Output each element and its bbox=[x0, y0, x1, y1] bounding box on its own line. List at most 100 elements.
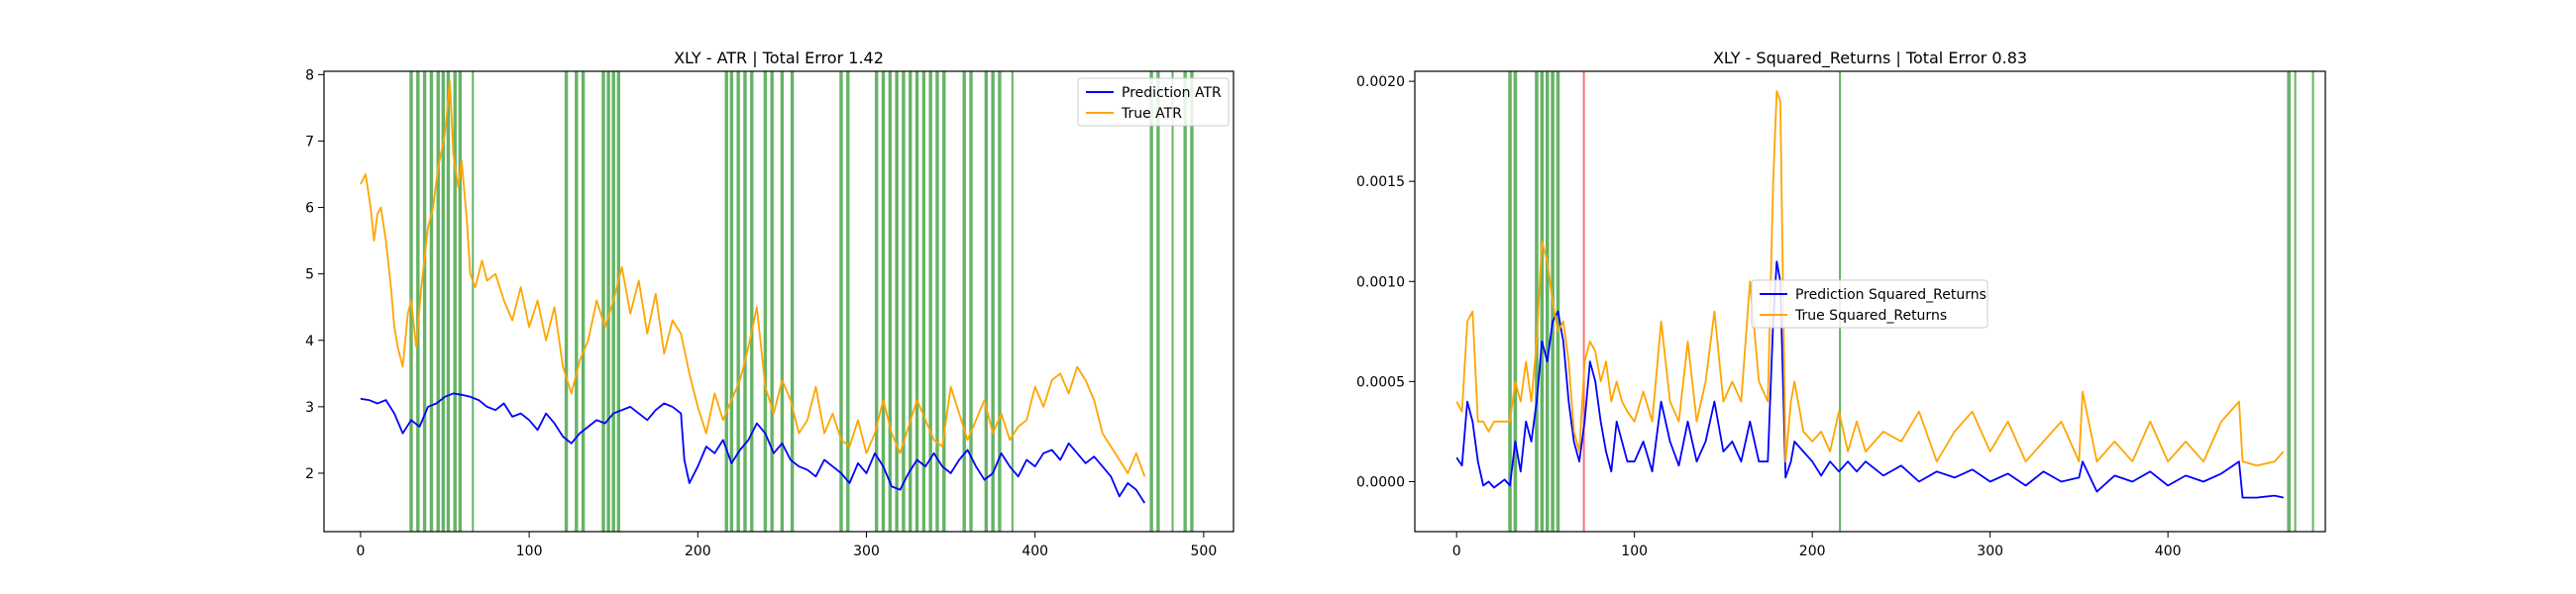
highlight-span bbox=[458, 71, 463, 532]
chart-atr: XLY - ATR | Total Error 1.42 0 100 200 300 4… bbox=[305, 49, 1234, 559]
highlight-span bbox=[416, 71, 420, 532]
highlight-span bbox=[909, 71, 912, 532]
chart-title: XLY - Squared_Returns | Total Error 0.83 bbox=[1713, 49, 2027, 68]
chart-squared-returns: XLY - Squared_Returns | Total Error 0.83… bbox=[1356, 49, 2326, 559]
highlight-span bbox=[453, 71, 457, 532]
highlight-span bbox=[846, 71, 850, 532]
plot-frame bbox=[323, 70, 1234, 533]
x-axis-ticks: 0 100 200 300 400 bbox=[1452, 532, 2182, 559]
x-tick-label: 500 bbox=[1191, 544, 1218, 559]
highlight-span bbox=[736, 71, 740, 532]
highlight-span bbox=[991, 71, 995, 532]
highlight-span bbox=[1535, 71, 1539, 532]
x-axis-ticks: 0 100 200 300 400 500 bbox=[356, 532, 1217, 559]
highlight-span bbox=[724, 71, 728, 532]
y-tick-label: 3 bbox=[305, 400, 314, 416]
highlight-span bbox=[1508, 71, 1512, 532]
legend-label: True ATR bbox=[1121, 106, 1182, 122]
highlight-span bbox=[1556, 71, 1560, 532]
highlight-span bbox=[436, 71, 440, 532]
y-tick-label: 0.0005 bbox=[1356, 374, 1405, 390]
highlight-span bbox=[743, 71, 747, 532]
highlight-span bbox=[888, 71, 893, 532]
series-line-1 bbox=[1455, 90, 2285, 467]
y-tick-label: 6 bbox=[305, 201, 314, 217]
highlight-span bbox=[969, 71, 973, 532]
y-tick-label: 0.0010 bbox=[1356, 274, 1405, 290]
highlight-span bbox=[422, 71, 427, 532]
x-tick-label: 0 bbox=[356, 544, 365, 559]
legend-label: Prediction Squared_Returns bbox=[1795, 287, 1986, 303]
series-lines bbox=[360, 80, 1146, 504]
y-tick-label: 0.0015 bbox=[1356, 174, 1405, 190]
highlight-span bbox=[575, 71, 579, 532]
highlight-span bbox=[935, 71, 939, 532]
x-tick-label: 400 bbox=[2155, 544, 2182, 559]
x-tick-label: 0 bbox=[1452, 544, 1461, 559]
legend-box bbox=[1751, 279, 1988, 329]
highlight-span bbox=[429, 71, 434, 532]
highlight-span bbox=[441, 71, 446, 532]
y-tick-label: 0.0020 bbox=[1356, 74, 1405, 90]
highlight-span bbox=[601, 71, 605, 532]
series-line-0 bbox=[360, 392, 1146, 504]
highlight-span bbox=[564, 71, 569, 532]
highlight-span bbox=[895, 71, 899, 532]
highlight-span bbox=[1011, 71, 1014, 532]
y-tick-label: 4 bbox=[305, 334, 314, 349]
y-tick-label: 5 bbox=[305, 267, 314, 283]
x-tick-label: 300 bbox=[853, 544, 880, 559]
highlight-span bbox=[998, 71, 1002, 532]
highlight-span bbox=[472, 71, 475, 532]
highlight-span bbox=[942, 71, 946, 532]
highlight-span bbox=[1149, 71, 1153, 532]
y-axis-ticks: 2 3 4 5 6 7 8 bbox=[305, 67, 324, 482]
legend: Prediction ATR True ATR bbox=[1077, 77, 1230, 127]
highlight-span bbox=[1190, 71, 1194, 532]
highlight-span bbox=[875, 71, 879, 532]
highlight-spans bbox=[409, 71, 1194, 532]
highlight-span bbox=[1513, 71, 1518, 532]
legend-label: Prediction ATR bbox=[1122, 85, 1222, 101]
y-axis-ticks: 0.0000 0.0005 0.0010 0.0015 0.0020 bbox=[1356, 74, 1415, 490]
highlight-span bbox=[750, 71, 754, 532]
highlight-span bbox=[770, 71, 774, 532]
highlight-span bbox=[606, 71, 610, 532]
highlight-span bbox=[962, 71, 966, 532]
highlight-span bbox=[984, 71, 989, 532]
series-line-1 bbox=[360, 80, 1146, 477]
highlight-span bbox=[2294, 71, 2297, 532]
y-tick-label: 0.0000 bbox=[1356, 474, 1405, 490]
series-lines bbox=[1455, 90, 2285, 499]
y-tick-label: 7 bbox=[305, 134, 314, 149]
legend: Prediction Squared_Returns True Squared_R… bbox=[1751, 279, 1988, 329]
highlight-span bbox=[928, 71, 932, 532]
x-tick-label: 300 bbox=[1977, 544, 2003, 559]
highlight-span bbox=[616, 71, 621, 532]
x-tick-label: 200 bbox=[1799, 544, 1826, 559]
highlight-span bbox=[790, 71, 795, 532]
highlight-span bbox=[881, 71, 886, 532]
series-line-0 bbox=[1455, 260, 2284, 499]
highlight-span bbox=[1183, 71, 1187, 532]
highlight-span bbox=[1171, 71, 1174, 532]
highlight-span bbox=[2287, 71, 2291, 532]
highlight-span bbox=[902, 71, 906, 532]
x-tick-label: 100 bbox=[516, 544, 543, 559]
x-tick-label: 100 bbox=[1621, 544, 1648, 559]
highlight-span bbox=[1582, 71, 1585, 532]
highlight-span bbox=[1156, 71, 1160, 532]
highlight-span bbox=[446, 71, 451, 532]
highlight-span bbox=[581, 71, 586, 532]
x-tick-label: 400 bbox=[1021, 544, 1048, 559]
highlight-span bbox=[1545, 71, 1550, 532]
highlight-span bbox=[763, 71, 768, 532]
highlight-span bbox=[1540, 71, 1545, 532]
plot-frame bbox=[1414, 70, 2326, 533]
highlight-span bbox=[914, 71, 919, 532]
highlight-span bbox=[839, 71, 843, 532]
highlight-span bbox=[2311, 71, 2314, 532]
highlight-span bbox=[729, 71, 734, 532]
highlight-span bbox=[921, 71, 926, 532]
